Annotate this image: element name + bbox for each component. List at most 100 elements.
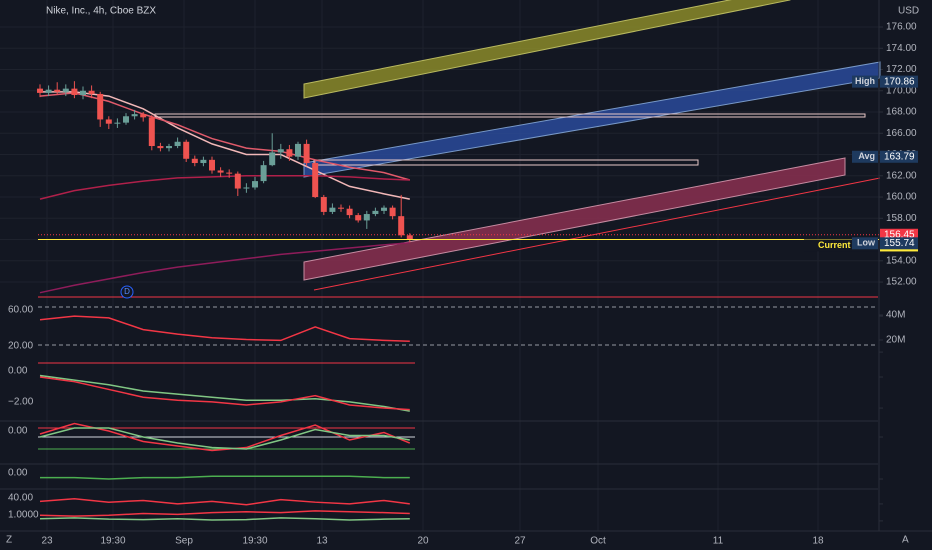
candle-body: [157, 146, 164, 149]
x-tick-label: 19:30: [242, 536, 267, 547]
candle-body: [209, 159, 215, 171]
y-tick-label: 40.00: [8, 493, 33, 504]
marker-name: Low: [857, 238, 876, 248]
marker-value: 170.86: [884, 76, 915, 87]
x-tick-label: 18: [812, 536, 824, 547]
candle-body: [200, 159, 207, 164]
candle-body: [191, 158, 198, 164]
candle-body: [286, 149, 293, 157]
candle-body: [140, 114, 147, 118]
plot: 23 19:30 Sep 19:30 13 20 27 Oct 11 18 152.00 154.00…: [8, 22, 918, 547]
candle-body: [381, 207, 387, 211]
y-tick-label: 174.00: [886, 43, 917, 54]
candle-body: [62, 88, 69, 92]
corner-label: Z: [6, 535, 12, 546]
candle-body: [329, 207, 336, 212]
marker-name: Avg: [858, 151, 875, 161]
y-tick-label: 172.00: [886, 64, 917, 75]
candle-body: [54, 89, 61, 92]
candle-body: [312, 163, 319, 198]
y-tick-label: −2.00: [8, 397, 34, 408]
candle-body: [131, 114, 138, 117]
indicator-line: [39, 376, 410, 411]
candle-body: [277, 149, 284, 153]
candle-body: [320, 197, 327, 212]
y-tick-label: 20.00: [8, 341, 33, 352]
candle-body: [123, 116, 129, 123]
candle-body: [226, 172, 233, 174]
zone-rect: [313, 159, 699, 166]
indicator-line: [39, 374, 410, 412]
y-tick-label: 162.00: [886, 170, 917, 181]
candle-body: [363, 214, 370, 221]
candle-body: [234, 173, 241, 189]
y-tick-label: 160.00: [886, 192, 917, 203]
candle-body: [45, 89, 52, 93]
moving-average: [39, 241, 410, 294]
candle-body: [295, 143, 301, 157]
candle-body: [174, 141, 181, 147]
trend-line: [313, 177, 881, 291]
candle-body: [217, 170, 224, 173]
marker-value: 155.74: [884, 238, 915, 249]
candle-body: [389, 207, 396, 217]
x-tick-label: 20: [417, 536, 429, 547]
channel-pink: [303, 157, 846, 281]
currency: USD: [898, 6, 919, 17]
y-tick-label: 158.00: [886, 213, 917, 224]
y-tick-label: 1.0000: [8, 510, 39, 521]
candle-body: [183, 141, 190, 159]
y-tick-label: 0.00: [8, 426, 28, 437]
y-tick-label: 168.00: [886, 107, 917, 118]
marker-value-badge: [880, 237, 918, 250]
candle-body: [398, 216, 405, 236]
candle-body: [260, 165, 267, 182]
candle-body: [269, 152, 276, 166]
x-tick-label: Oct: [590, 536, 606, 547]
candle-body: [97, 93, 104, 120]
channel-yellow: [303, 0, 791, 99]
x-tick-label: 13: [316, 536, 328, 547]
marker-value-badge: [880, 150, 918, 163]
candle-body: [71, 88, 78, 96]
indicator-line: [39, 427, 410, 450]
marker-value-badge: [880, 75, 918, 88]
indicator-line: [39, 517, 410, 521]
candle-body: [80, 90, 86, 96]
y-tick-label: 170.00: [886, 85, 917, 96]
y-tick-label: 60.00: [8, 305, 33, 316]
marker-value: 163.79: [884, 151, 915, 162]
candle-body: [148, 117, 155, 147]
candle-body: [346, 208, 353, 216]
candle-body: [114, 122, 121, 124]
candle-body: [303, 143, 310, 164]
indicator-line: [39, 315, 410, 343]
y-tick-label: 166.00: [886, 128, 917, 139]
indicator-line: [39, 497, 410, 506]
x-tick-label: 23: [41, 536, 53, 547]
indicator-line: [39, 422, 411, 452]
marker-name-badge: [852, 150, 878, 163]
marker-name-badge: [852, 75, 878, 88]
x-tick-label: 27: [514, 536, 526, 547]
y-tick-label: 154.00: [886, 255, 917, 266]
corner-label: A: [902, 535, 909, 546]
event-marker: D: [124, 287, 130, 296]
candle-body: [243, 187, 250, 189]
candle-body: [372, 210, 379, 215]
y-tick-label: 0.00: [8, 366, 28, 377]
y-tick-label: 0.00: [8, 468, 28, 479]
candle-body: [105, 119, 112, 124]
y-tick-label: 176.00: [886, 22, 917, 33]
event-marker-circle: [120, 285, 134, 299]
candle-body: [406, 235, 413, 240]
y-tick-label: 152.00: [886, 277, 917, 288]
candle-body: [252, 181, 258, 188]
x-tick-label: 19:30: [100, 536, 125, 547]
candle-body: [37, 88, 43, 93]
x-tick-label: Sep: [175, 536, 193, 547]
marker-name: High: [855, 76, 875, 86]
indicator-line: [39, 510, 410, 517]
x-tick-label: 11: [713, 536, 724, 547]
